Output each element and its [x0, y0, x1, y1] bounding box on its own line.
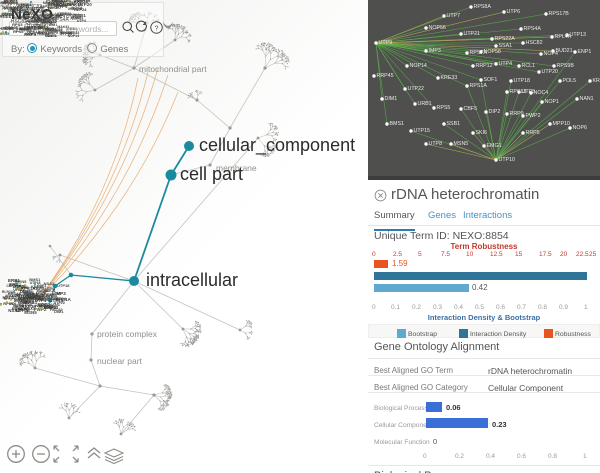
svg-text:RPS22A: RPS22A [495, 36, 516, 42]
svg-text:UTP21: UTP21 [464, 31, 481, 37]
svg-text:?: ? [155, 25, 159, 32]
svg-text:NOP1: NOP1 [545, 99, 559, 105]
svg-text:NOP56: NOP56 [429, 25, 446, 31]
svg-text:SSB1: SSB1 [447, 121, 461, 127]
svg-text:UTP4: UTP4 [499, 61, 513, 67]
svg-text:UTP9: UTP9 [379, 40, 393, 46]
svg-text:BMS1: BMS1 [390, 121, 404, 127]
svg-text:URB1: URB1 [418, 101, 432, 107]
svg-text:NOC4: NOC4 [534, 90, 549, 96]
svg-text:NOP14: NOP14 [410, 63, 427, 69]
svg-text:SKI6: SKI6 [476, 130, 488, 136]
svg-text:UTP22: UTP22 [408, 86, 425, 92]
svg-text:KR...: KR... [593, 78, 600, 84]
svg-text:POL5: POL5 [563, 78, 577, 84]
svg-text:RPS9B: RPS9B [557, 63, 575, 69]
svg-text:RPS17B: RPS17B [549, 11, 570, 17]
svg-text:BUD21: BUD21 [556, 48, 573, 54]
svg-text:RPS1A: RPS1A [470, 83, 488, 89]
svg-text:PWP2: PWP2 [526, 113, 541, 119]
svg-text:DIP2: DIP2 [489, 109, 501, 115]
svg-text:EMG1: EMG1 [487, 143, 502, 149]
svg-text:UTP20: UTP20 [542, 69, 559, 75]
svg-text:RRP12: RRP12 [476, 63, 493, 69]
svg-text:MSN5: MSN5 [454, 141, 469, 147]
svg-text:NOP6: NOP6 [573, 125, 587, 131]
svg-text:SSA1: SSA1 [499, 43, 513, 49]
svg-text:UTP15: UTP15 [414, 128, 431, 134]
svg-text:IMP3: IMP3 [429, 48, 441, 54]
svg-text:DIM1: DIM1 [385, 96, 398, 102]
svg-text:HSC82: HSC82 [526, 40, 543, 46]
svg-text:RPS8A: RPS8A [474, 4, 492, 10]
svg-text:NAN1: NAN1 [580, 96, 594, 102]
svg-text:UTP18: UTP18 [514, 78, 531, 84]
svg-text:UTP6: UTP6 [507, 9, 521, 15]
svg-text:MPP10: MPP10 [553, 121, 570, 127]
svg-text:RPS4A: RPS4A [524, 26, 542, 32]
svg-text:KRE33: KRE33 [441, 75, 458, 81]
svg-text:RRP9: RRP9 [510, 111, 524, 117]
svg-text:RCL1: RCL1 [522, 63, 536, 69]
svg-text:CBF5: CBF5 [464, 106, 478, 112]
svg-text:UTP7: UTP7 [447, 13, 461, 19]
svg-text:UTP10: UTP10 [499, 157, 516, 163]
svg-text:RRP5: RRP5 [526, 130, 540, 136]
svg-text:UTP8: UTP8 [429, 141, 443, 147]
svg-text:NOP58: NOP58 [484, 49, 501, 55]
svg-text:RRP45: RRP45 [377, 73, 394, 79]
svg-text:ENP1: ENP1 [578, 49, 592, 55]
svg-text:UTP13: UTP13 [570, 32, 587, 38]
svg-text:RPS5: RPS5 [437, 105, 451, 111]
